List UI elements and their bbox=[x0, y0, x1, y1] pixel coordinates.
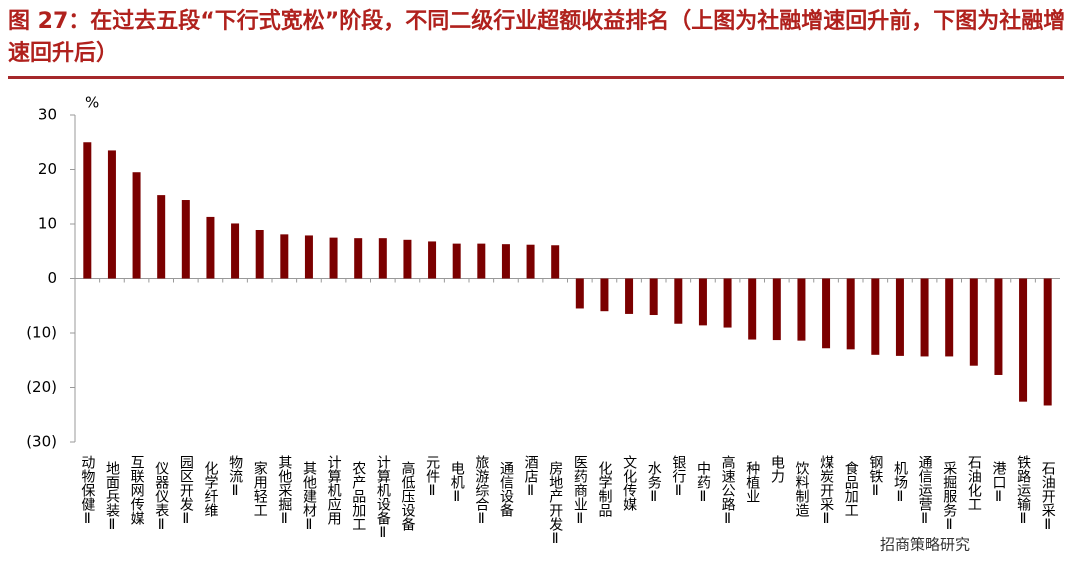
bar bbox=[452, 243, 461, 279]
chart-title: 图 27：在过去五段“下行式宽松”阶段，不同二级行业超额收益排名（上图为社融增速… bbox=[8, 9, 1066, 66]
x-tick-label: 物流Ⅱ bbox=[227, 455, 243, 499]
bar bbox=[551, 245, 560, 279]
x-tick-label: 钢铁Ⅱ bbox=[867, 455, 883, 499]
x-tick-label: 种植业 bbox=[744, 461, 760, 503]
x-tick-label: 银行Ⅱ bbox=[670, 455, 686, 499]
bar bbox=[600, 278, 609, 312]
x-tick-label: 饮料制造 bbox=[793, 461, 809, 518]
bar bbox=[969, 278, 978, 366]
bar bbox=[895, 278, 904, 356]
x-tick-label: 铁路运输Ⅱ bbox=[1015, 455, 1031, 527]
x-tick-label: 仪器仪表Ⅱ bbox=[153, 461, 169, 533]
x-tick-label: 医药商业Ⅱ bbox=[572, 455, 588, 527]
x-tick-label: 通信运营Ⅱ bbox=[917, 455, 933, 527]
x-tick-label: 元件Ⅱ bbox=[424, 455, 440, 499]
y-tick-label: 20 bbox=[38, 160, 57, 178]
bar bbox=[206, 216, 215, 279]
bar bbox=[477, 243, 486, 279]
x-tick-label: 水务Ⅱ bbox=[646, 461, 662, 505]
bar bbox=[231, 223, 240, 279]
bar bbox=[1043, 278, 1052, 406]
x-tick-label: 家用轻工 bbox=[252, 460, 268, 517]
bar bbox=[280, 234, 289, 279]
bar bbox=[526, 244, 535, 279]
x-tick-label: 互联网传媒 bbox=[129, 455, 145, 525]
x-tick-label: 电力 bbox=[769, 455, 785, 484]
bar bbox=[428, 241, 437, 279]
x-tick-label: 港口Ⅱ bbox=[990, 461, 1006, 505]
x-tick-label: 地面兵装Ⅱ bbox=[104, 461, 120, 533]
bar bbox=[920, 278, 929, 357]
x-tick-label: 石油开采Ⅱ bbox=[1040, 461, 1056, 533]
bar bbox=[83, 142, 92, 279]
x-tick-label: 其他建材Ⅱ bbox=[301, 461, 317, 533]
x-tick-label: 食品加工 bbox=[843, 460, 859, 517]
x-tick-label: 机场Ⅱ bbox=[892, 461, 908, 505]
bar bbox=[846, 278, 855, 350]
x-tick-label: 计算机设备Ⅱ bbox=[375, 455, 391, 541]
x-tick-label: 计算机应用 bbox=[326, 455, 342, 526]
x-tick-label: 酒店Ⅱ bbox=[523, 455, 539, 499]
x-tick-label: 化学制品 bbox=[596, 461, 612, 517]
bar bbox=[132, 172, 141, 279]
x-tick-label: 煤炭开采Ⅱ bbox=[818, 455, 834, 527]
x-tick-label: 通信设备 bbox=[498, 461, 514, 517]
x-tick-label: 文化传媒 bbox=[621, 455, 637, 511]
title-rule bbox=[8, 76, 1064, 79]
watermark: 招商策略研究 bbox=[880, 536, 970, 554]
x-tick-label: 中药Ⅱ bbox=[695, 461, 711, 505]
bar bbox=[674, 278, 683, 324]
x-tick-label: 化学纤维 bbox=[202, 461, 218, 517]
bar bbox=[1019, 278, 1028, 402]
y-tick-label: (30) bbox=[26, 433, 57, 451]
x-tick-label: 石油化工 bbox=[966, 455, 982, 511]
bar bbox=[994, 278, 1003, 375]
x-tick-label: 高速公路Ⅱ bbox=[720, 454, 736, 527]
bar bbox=[575, 278, 584, 309]
x-tick-label: 高低压设备 bbox=[399, 460, 415, 531]
bar bbox=[625, 278, 634, 314]
y-unit: % bbox=[85, 94, 99, 112]
x-tick-label: 动物保健Ⅱ bbox=[79, 455, 95, 527]
bar bbox=[945, 278, 954, 357]
bar bbox=[501, 244, 510, 279]
bar bbox=[649, 278, 658, 316]
y-tick-label: (10) bbox=[26, 324, 57, 342]
bar bbox=[772, 278, 781, 341]
y-tick-label: 10 bbox=[38, 215, 57, 233]
bar bbox=[797, 278, 806, 341]
bar bbox=[181, 200, 190, 279]
bar bbox=[157, 195, 166, 279]
bar bbox=[304, 235, 313, 279]
y-tick-label: 30 bbox=[38, 106, 57, 124]
bar bbox=[378, 238, 387, 279]
x-tick-label: 电机Ⅱ bbox=[449, 461, 465, 505]
x-tick-label: 园区开发Ⅱ bbox=[178, 455, 194, 527]
bar bbox=[723, 278, 732, 328]
bar bbox=[354, 238, 363, 279]
x-tick-label: 其他采掘Ⅱ bbox=[276, 455, 292, 527]
bar bbox=[698, 278, 707, 326]
x-tick-label: 农产品加工 bbox=[350, 461, 366, 531]
x-tick-label: 旅游综合Ⅱ bbox=[473, 455, 489, 527]
bar bbox=[329, 237, 338, 279]
bar bbox=[871, 278, 880, 355]
bar bbox=[107, 150, 116, 279]
y-tick-label: 0 bbox=[47, 269, 57, 287]
bar bbox=[748, 278, 757, 340]
bar bbox=[822, 278, 831, 349]
bar bbox=[255, 229, 264, 279]
x-tick-label: 采掘服务Ⅱ bbox=[941, 461, 957, 533]
bar bbox=[403, 239, 412, 279]
y-tick-label: (20) bbox=[26, 378, 57, 396]
x-tick-label: 房地产开发Ⅱ bbox=[547, 461, 563, 547]
